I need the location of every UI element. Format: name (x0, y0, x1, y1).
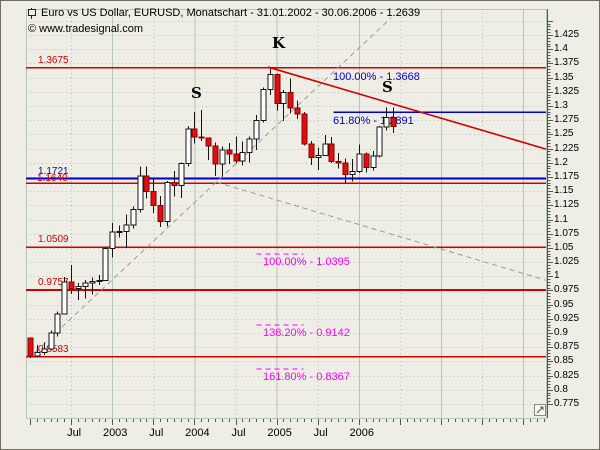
price-axis-label: 1.075 (554, 227, 580, 239)
price-axis-label: 1 (554, 270, 560, 282)
price-axis-label: 1.375 (554, 57, 580, 69)
time-axis-label: Jul (313, 427, 328, 439)
price-axis-label: 1.125 (554, 199, 580, 211)
price-axis-label: 1.1 (554, 213, 568, 225)
fib-label-161-8: 161.80% - 0.8367 (263, 370, 350, 383)
time-axis-label: 2003 (102, 427, 128, 439)
price-axis-label: 1.175 (554, 170, 580, 182)
resize-diagonal-icon (536, 406, 544, 414)
fib-label-100-down: 100.00% - 1.0395 (263, 255, 350, 268)
price-axis-label: 0.95 (554, 298, 574, 310)
price-axis-label: 1.275 (554, 114, 580, 126)
price-axis-label: 1.05 (554, 241, 574, 253)
level-label-1-1721: 1.1721 (38, 165, 69, 177)
fib-label-138-2: 138.20% - 0.9142 (263, 326, 350, 339)
price-axis-label: 1.3 (554, 99, 568, 111)
fib-label-100-up: 100.00% - 1.3668 (333, 71, 420, 84)
right-shoulder-label: S (382, 78, 393, 96)
price-axis-label: 0.775 (554, 398, 580, 409)
level-label-1-3675: 1.3675 (38, 54, 69, 66)
time-axis-label: Jul (67, 427, 82, 439)
price-axis-label: 0.8 (554, 383, 568, 395)
price-axis-label: 1.2 (554, 156, 568, 168)
price-axis-label: 0.875 (554, 341, 580, 353)
price-axis-label: 0.85 (554, 355, 574, 367)
head-label: K (272, 34, 286, 52)
price-axis-label: 1.225 (554, 142, 580, 154)
price-axis-label: 1.15 (554, 185, 574, 197)
price-axis-label: 0.925 (554, 312, 580, 324)
price-axis-label: 1.4 (554, 43, 568, 55)
price-axis-label: 1.35 (554, 71, 574, 83)
time-axis-label: 2005 (267, 427, 292, 439)
price-axis-label: 1.025 (554, 256, 580, 268)
tradesignal-watermark: © www.tradesignal.com (28, 23, 144, 35)
level-label-1-1640: 1.1640 (37, 173, 68, 185)
time-axis-label: Jul (231, 427, 246, 439)
resize-handle[interactable] (534, 404, 546, 416)
level-label-1-0509: 1.0509 (38, 234, 69, 246)
price-axis-label: 0.825 (554, 369, 580, 381)
time-axis-label: 2004 (185, 427, 210, 439)
chart-title: Euro vs US Dollar, EURUSD, Monatschart -… (41, 7, 421, 19)
price-axis-label: 0.9 (554, 327, 568, 339)
left-shoulder-label: S (191, 84, 202, 102)
level-label-0-9757: 0.9757 (38, 277, 69, 289)
time-axis-label: 2006 (349, 427, 375, 439)
price-axis-label: 1.325 (554, 85, 580, 97)
price-axis-label: 1.25 (554, 128, 574, 140)
price-axis-label: 1.425 (554, 29, 580, 40)
price-axis-label: 0.975 (554, 284, 580, 296)
time-axis-label: Jul (149, 427, 164, 439)
chart-pin-icon (28, 7, 36, 19)
